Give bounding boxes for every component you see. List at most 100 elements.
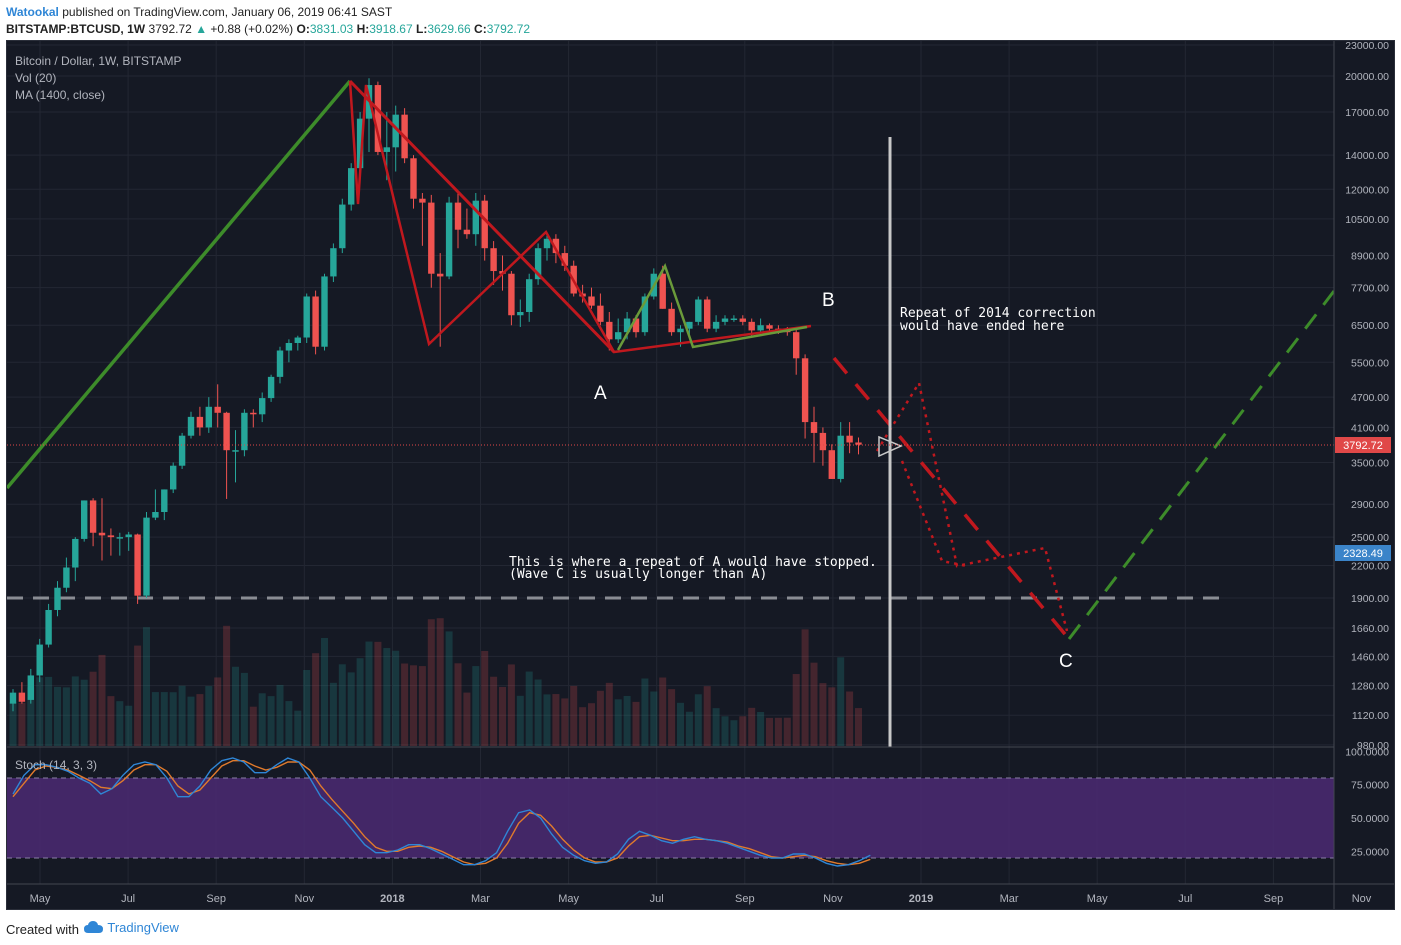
candle-body: [730, 318, 738, 321]
volume-bar: [846, 691, 854, 746]
time-tick-label: Jul: [650, 893, 664, 905]
chart-canvas[interactable]: A B C Repeat of 2014 correction would ha…: [5, 40, 1394, 909]
time-tick-label: Mar: [1000, 893, 1019, 905]
candle-body: [508, 273, 515, 316]
price-tick-label: 1900.00: [1351, 593, 1389, 605]
volume-bar: [258, 693, 266, 746]
volume-bar: [365, 641, 373, 746]
volume-bar: [837, 657, 845, 746]
grid-lines: [7, 41, 1362, 884]
volume-bar: [107, 696, 115, 746]
last-price-tag-text: 3792.72: [1343, 440, 1383, 452]
candle-body: [36, 644, 43, 676]
volume-bar: [401, 663, 409, 746]
candle-body: [668, 308, 675, 333]
volume-bar: [116, 701, 124, 746]
label-wave-a: A: [594, 383, 607, 404]
price-ticks: 23000.00 20000.00 17000.00 14000.00 12000.00…: [1345, 40, 1389, 752]
impulse-wave-line: [5, 79, 352, 490]
price-tick-label: 17000.00: [1345, 107, 1389, 119]
time-tick-label: Sep: [735, 893, 755, 905]
volume-bar: [134, 645, 142, 746]
volume-bar: [392, 650, 400, 746]
note-2014-line2: would have ended here: [900, 319, 1065, 334]
candle-body: [837, 435, 844, 479]
time-tick-label: May: [558, 893, 579, 905]
candle-body: [312, 296, 319, 347]
candle-body: [641, 296, 649, 333]
candle-body: [428, 202, 435, 274]
volume-bar: [125, 705, 133, 746]
price-tick-label: 1280.00: [1351, 681, 1389, 693]
volume-bar: [605, 682, 613, 746]
author-link[interactable]: Watookal: [6, 5, 59, 19]
candle-body: [161, 489, 168, 513]
candle-body: [196, 416, 204, 428]
volume-bar: [721, 716, 729, 746]
time-tick-label: 2019: [909, 893, 933, 905]
price-tick-label: 12000.00: [1345, 184, 1389, 196]
volume-bar: [169, 692, 177, 746]
time-tick-label: 2018: [380, 893, 404, 905]
note-repeat-line2: (Wave C is usually longer than A): [509, 567, 767, 582]
candle-body: [72, 538, 79, 568]
symbol-label: BITSTAMP:BTCUSD, 1W: [6, 22, 146, 36]
volume-bar: [160, 692, 168, 746]
volume-bar: [276, 684, 284, 746]
candle-body: [250, 412, 257, 415]
candle-body: [178, 435, 186, 466]
volume-bar: [445, 631, 453, 746]
candle-body: [721, 318, 729, 322]
candle-body: [481, 200, 488, 249]
candle-body: [472, 200, 479, 235]
time-ticks[interactable]: May Jul Sep Nov 2018 Mar May Jul Sep Nov 2019 Mar Ma…: [30, 893, 1372, 905]
candle-body: [223, 412, 230, 451]
volume-bar: [45, 676, 53, 746]
volume-bar: [80, 679, 88, 746]
price-scale[interactable]: [1334, 41, 1394, 909]
tradingview-logo[interactable]: TradingView: [84, 920, 179, 935]
price-tick-label: 2500.00: [1351, 532, 1389, 544]
candle-body: [748, 321, 755, 331]
candle-body: [276, 350, 284, 377]
stoch-k-line: [12, 757, 871, 867]
high-label: H:: [356, 22, 370, 36]
time-tick-label: Jul: [121, 893, 135, 905]
volume-bar: [232, 666, 239, 746]
volume-bar: [338, 664, 346, 746]
candle-body: [517, 312, 524, 316]
chart-container[interactable]: A B C Repeat of 2014 correction would ha…: [5, 40, 1395, 910]
tradingview-brand: TradingView: [107, 920, 179, 935]
candle-body: [712, 321, 720, 329]
low-value: 3629.66: [427, 22, 471, 36]
candle-body: [116, 537, 123, 539]
volume-bar: [196, 694, 204, 746]
time-tick-label: Nov: [823, 893, 843, 905]
publish-info: Watookal published on TradingView.com, J…: [6, 5, 392, 19]
candle-body: [187, 416, 195, 436]
note-2014-line1: Repeat of 2014 correction: [900, 306, 1096, 321]
volume-bar: [71, 676, 79, 746]
volume-bar: [650, 691, 658, 746]
candle-body: [232, 450, 239, 452]
volume-bar: [383, 648, 391, 746]
published-text: published on TradingView.com, January 06…: [62, 5, 393, 19]
label-wave-b: B: [822, 290, 835, 311]
candle-body: [463, 229, 471, 235]
candle-body: [45, 609, 52, 645]
created-with-text: Created with: [6, 922, 79, 937]
volume-bar: [27, 687, 35, 746]
volume-bar: [668, 689, 676, 746]
open-label: O:: [296, 22, 310, 36]
volume-bar: [766, 717, 773, 746]
candle-body: [543, 238, 551, 249]
volume-bar: [36, 677, 44, 746]
price-tick-label: 1660.00: [1351, 623, 1389, 635]
price-tick-label: 20000.00: [1345, 71, 1389, 83]
volume-bar: [240, 672, 248, 746]
candle-body: [552, 238, 560, 254]
price-tick-label: 23000.00: [1345, 41, 1389, 52]
volume-bar: [828, 687, 836, 746]
stoch-tick-label: 25.0000: [1351, 846, 1389, 858]
volume-bar: [410, 665, 417, 746]
